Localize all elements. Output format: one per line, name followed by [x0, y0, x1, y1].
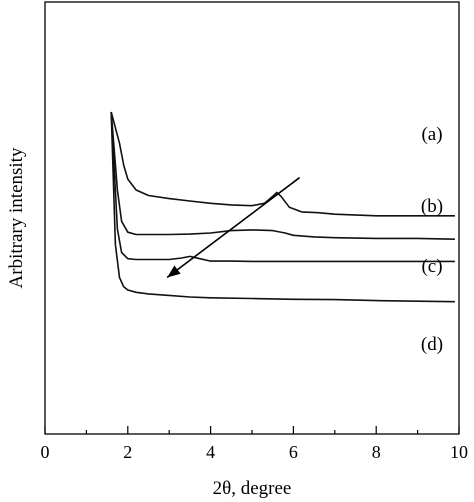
x-tick-label: 8	[372, 442, 381, 462]
x-tick-label: 4	[206, 442, 215, 462]
x-tick-label: 6	[289, 442, 298, 462]
x-tick-label: 2	[123, 442, 132, 462]
series-line-a	[110, 111, 455, 217]
series-label-c: (c)	[421, 256, 442, 277]
series-line-d	[110, 111, 455, 303]
x-tick-label: 10	[450, 442, 468, 462]
x-tick-label: 0	[41, 442, 50, 462]
series-label-group: (a) (b) (c) (d)	[421, 124, 443, 355]
annotation-group	[166, 176, 301, 279]
series-group	[110, 111, 455, 303]
plot-frame	[44, 1, 460, 435]
trend-arrow-shaft	[166, 176, 301, 279]
x-axis-ticks	[44, 426, 460, 434]
x-axis-label: 2θ, degree	[213, 478, 292, 499]
series-line-b	[110, 111, 455, 240]
series-label-b: (b)	[421, 196, 443, 217]
trend-arrow-head	[167, 265, 181, 278]
series-label-d: (d)	[421, 334, 443, 355]
series-label-a: (a)	[421, 124, 442, 145]
y-axis-label: Arbitrary intensity	[6, 147, 27, 288]
x-axis-tick-labels: 0 2 4 6 8 10	[41, 442, 469, 462]
